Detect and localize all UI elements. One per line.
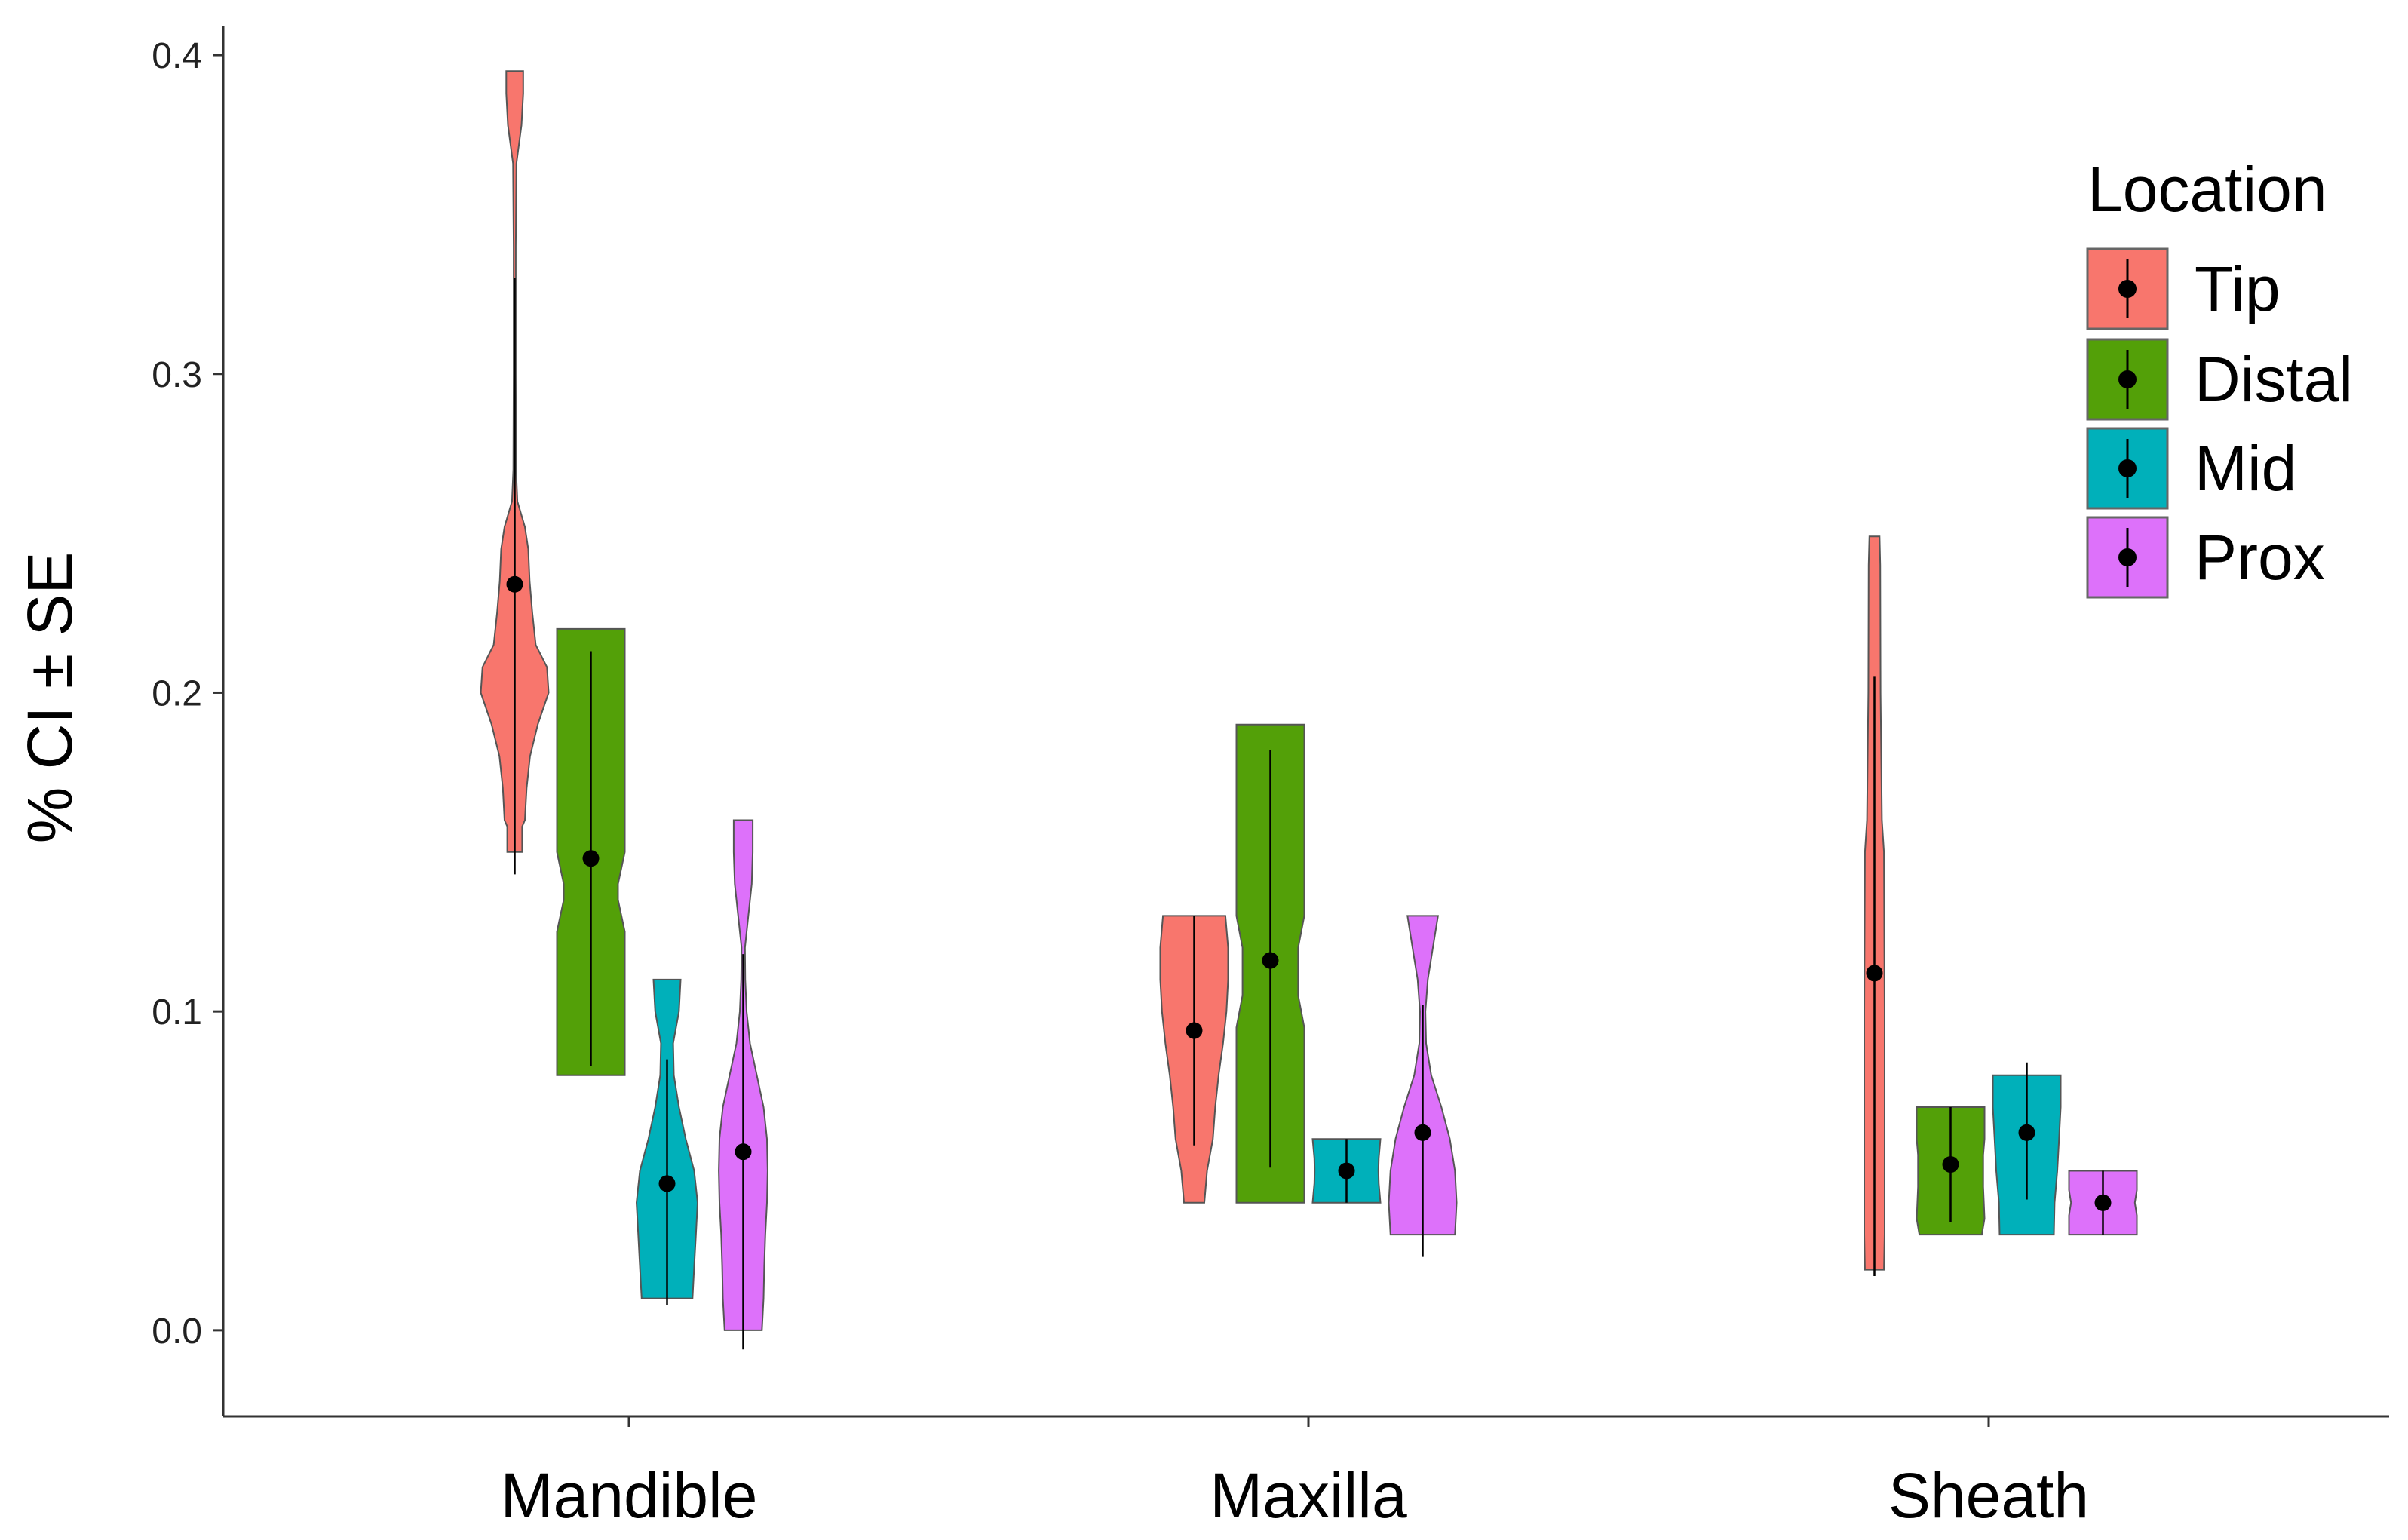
legend-title: Location <box>2087 154 2327 225</box>
x-tick-label-sheath: Sheath <box>1888 1460 2089 1531</box>
mean-point <box>582 850 600 867</box>
y-tick-label: 0.0 <box>152 1311 202 1351</box>
y-tick-label: 0.4 <box>152 36 202 76</box>
y-tick-label: 0.3 <box>152 355 202 395</box>
y-tick-label: 0.1 <box>152 992 202 1032</box>
mean-point <box>1414 1124 1431 1141</box>
mean-point <box>2018 1124 2035 1141</box>
violin-distal-mandible <box>556 627 626 1076</box>
violin-distal-maxilla <box>1235 723 1305 1204</box>
legend-key-point <box>2118 548 2137 566</box>
mean-point <box>1942 1156 1959 1173</box>
legend-key-point <box>2118 459 2137 477</box>
violin-distal-sheath <box>1916 1106 1986 1236</box>
legend-label-prox: Prox <box>2195 522 2325 593</box>
legend: Location Tip Distal Mid Prox <box>2086 154 2353 599</box>
mean-point <box>1866 965 1883 982</box>
violin-mid-maxilla <box>1311 1138 1382 1204</box>
x-tick-label-mandible: Mandible <box>501 1460 758 1531</box>
legend-item-tip: Tip <box>2086 247 2281 330</box>
mean-point <box>658 1175 676 1192</box>
legend-label-mid: Mid <box>2195 433 2296 504</box>
violin-tip-sheath <box>1864 535 1885 1277</box>
y-tick-label: 0.2 <box>152 673 202 713</box>
legend-item-distal: Distal <box>2086 338 2353 421</box>
legend-key-point <box>2118 370 2137 388</box>
mean-point <box>735 1143 752 1161</box>
x-tick-label-maxilla: Maxilla <box>1210 1460 1407 1531</box>
violin-prox-maxilla <box>1388 915 1458 1257</box>
violin-mid-mandible <box>635 978 699 1305</box>
violin-tip-mandible <box>480 70 550 875</box>
violins-layer <box>480 70 2138 1350</box>
y-axis-label: % CI ± SE <box>14 552 85 844</box>
legend-item-mid: Mid <box>2086 427 2296 510</box>
mean-point <box>1262 952 1279 969</box>
legend-label-tip: Tip <box>2195 253 2281 324</box>
mean-point <box>1186 1022 1203 1039</box>
mean-point <box>506 575 523 593</box>
violin-tip-maxilla <box>1159 915 1229 1204</box>
violin-prox-mandible <box>718 819 768 1350</box>
legend-item-prox: Prox <box>2086 516 2325 599</box>
mean-point <box>1338 1162 1355 1180</box>
legend-key-point <box>2118 280 2137 298</box>
legend-label-distal: Distal <box>2195 344 2353 415</box>
mean-point <box>2094 1194 2112 1211</box>
violin-prox-sheath <box>2068 1170 2138 1236</box>
axes-layer: 0.0 0.1 0.2 0.3 0.4 Mandible Maxilla Sheath <box>152 26 2389 1531</box>
violin-mid-sheath <box>1992 1062 2062 1236</box>
